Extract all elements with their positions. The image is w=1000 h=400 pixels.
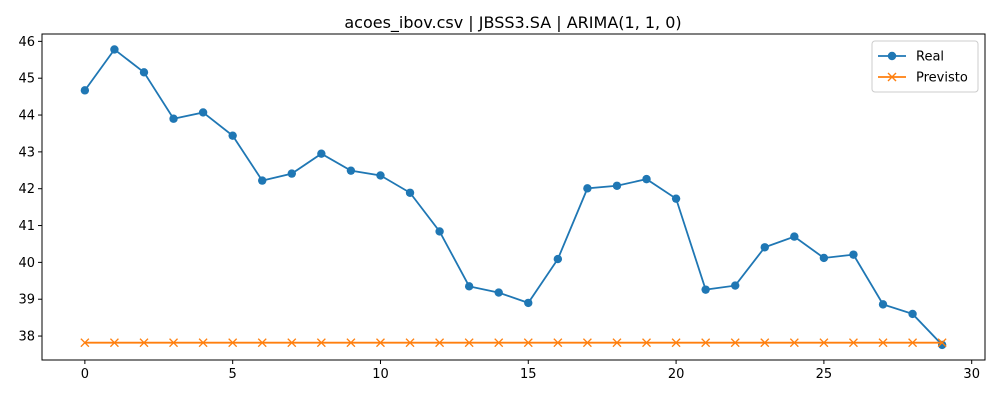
data-point <box>435 338 445 348</box>
data-point <box>228 338 238 348</box>
data-point <box>346 166 356 175</box>
x-tick-label: 10 <box>372 367 389 382</box>
data-point <box>612 181 622 190</box>
data-point <box>553 254 563 264</box>
y-tick-label: 46 <box>18 35 35 50</box>
data-point <box>287 169 296 178</box>
data-point <box>701 338 711 348</box>
series-layer <box>80 45 947 350</box>
data-point <box>346 338 356 348</box>
y-tick-label: 40 <box>18 256 35 271</box>
data-point <box>583 184 592 193</box>
data-point <box>642 338 652 348</box>
plot-area-frame <box>41 33 986 361</box>
data-point <box>790 232 799 241</box>
data-point <box>760 338 770 348</box>
series-line-real <box>84 48 943 346</box>
y-tick-label: 44 <box>18 109 35 124</box>
data-point <box>524 298 533 308</box>
data-point <box>494 288 503 297</box>
data-point <box>730 338 740 348</box>
data-point <box>819 253 829 263</box>
data-point <box>671 194 681 203</box>
y-axis: 38 39 40 41 42 43 44 45 46 <box>18 35 42 345</box>
y-tick-label: 45 <box>18 72 35 87</box>
data-point <box>937 338 947 348</box>
data-point <box>198 338 208 348</box>
series-real <box>80 45 947 350</box>
data-point <box>317 149 326 158</box>
data-point <box>878 338 888 348</box>
data-point <box>908 338 918 348</box>
x-tick-label: 5 <box>229 367 237 382</box>
legend-marker <box>887 72 897 82</box>
y-tick-label: 43 <box>18 145 35 160</box>
data-point <box>848 338 858 348</box>
data-point <box>169 338 179 348</box>
x-tick-label: 0 <box>81 367 89 382</box>
data-point <box>110 45 119 54</box>
y-tick-label: 39 <box>18 293 35 308</box>
data-point <box>257 338 267 348</box>
data-point <box>523 338 533 348</box>
data-point <box>642 174 651 184</box>
y-tick-label: 41 <box>18 219 35 234</box>
data-point <box>701 285 710 294</box>
data-point <box>198 108 208 117</box>
series-previsto <box>80 338 947 348</box>
y-tick-label: 42 <box>18 182 35 197</box>
x-tick-label: 25 <box>816 367 833 382</box>
legend-box <box>871 40 979 93</box>
y-tick-label: 38 <box>18 330 35 345</box>
data-point <box>612 338 622 348</box>
data-point <box>375 338 385 348</box>
x-tick-label: 15 <box>520 367 537 382</box>
x-axis: 0 5 10 15 20 25 30 <box>81 360 980 382</box>
data-point <box>228 131 237 140</box>
data-point <box>819 338 829 348</box>
x-tick-label: 20 <box>668 367 685 382</box>
data-point <box>464 338 474 348</box>
data-point <box>169 114 178 123</box>
data-point <box>464 282 474 291</box>
data-point <box>671 338 681 348</box>
data-point <box>878 300 888 309</box>
data-point <box>139 68 149 77</box>
data-point <box>109 338 119 348</box>
data-point <box>80 338 90 348</box>
data-point <box>731 281 740 290</box>
data-point <box>287 338 297 348</box>
data-point <box>139 338 149 348</box>
data-point <box>789 338 799 348</box>
data-point <box>405 188 415 197</box>
legend: Real Previsto <box>871 40 979 93</box>
legend-marker <box>887 51 897 61</box>
data-point <box>80 86 90 95</box>
data-point <box>908 309 917 319</box>
data-point <box>760 243 769 252</box>
data-point <box>553 338 563 348</box>
data-point <box>405 338 415 348</box>
data-point <box>494 338 504 348</box>
legend-label: Real <box>916 50 944 65</box>
data-point <box>582 338 592 348</box>
data-point <box>258 176 267 185</box>
data-point <box>849 250 858 259</box>
data-point <box>316 338 326 348</box>
data-point <box>435 227 444 236</box>
x-tick-label: 30 <box>963 367 980 382</box>
legend-label: Previsto <box>916 71 968 86</box>
chart-title: acoes_ibov.csv | JBSS3.SA | ARIMA(1, 1, … <box>344 13 681 33</box>
data-point <box>376 171 385 180</box>
